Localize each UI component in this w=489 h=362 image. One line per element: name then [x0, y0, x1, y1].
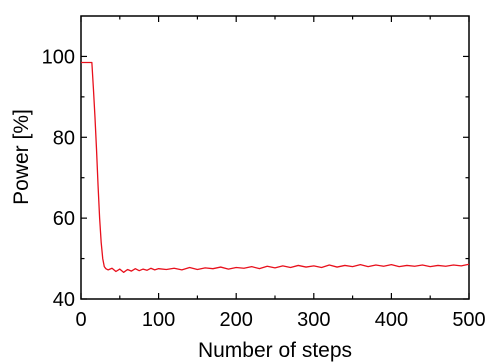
y-tick-label: 60 — [53, 208, 75, 230]
y-tick-label: 40 — [53, 289, 75, 311]
series-line-power — [81, 61, 470, 273]
plot-frame — [80, 15, 470, 300]
x-tick-label: 300 — [297, 309, 330, 331]
x-tick-label: 100 — [142, 309, 175, 331]
x-axis-title: Number of steps — [198, 339, 352, 362]
x-tick-label: 500 — [452, 309, 485, 331]
x-tick-label: 0 — [75, 309, 86, 331]
y-tick-label: 80 — [53, 127, 75, 149]
x-tick-label: 400 — [375, 309, 408, 331]
axis-ticks — [80, 16, 470, 300]
y-tick-label: 100 — [42, 46, 75, 68]
x-tick-label: 200 — [220, 309, 253, 331]
y-axis-title: Power [%] — [10, 109, 33, 205]
axis-tick-labels: 0 100 200 300 400 500 40 60 80 100 — [42, 46, 486, 331]
